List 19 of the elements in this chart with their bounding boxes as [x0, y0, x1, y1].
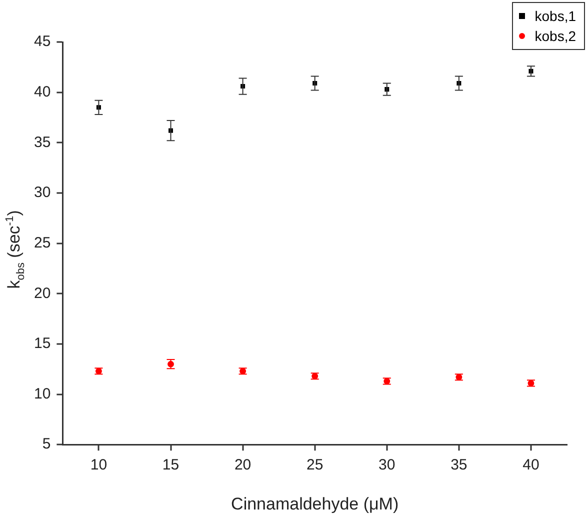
x-tick-label: 30 [378, 456, 396, 474]
y-tick-label: 25 [34, 234, 51, 252]
x-tick-label: 25 [306, 456, 324, 474]
y-tick-label: 15 [34, 335, 51, 352]
y-tick-label: 35 [34, 134, 51, 151]
x-tick-label: 10 [90, 456, 108, 474]
y-tick-label: 40 [34, 83, 51, 100]
y-tick-label: 30 [34, 184, 51, 202]
y-tick-label: 5 [42, 436, 51, 453]
x-tick-label: 15 [162, 456, 180, 474]
legend-label: kobs,2 [534, 27, 576, 46]
x-axis-title: Cinnamaldehyde (μM) [231, 494, 399, 514]
x-tick-label: 35 [450, 456, 468, 474]
y-tick-label: 10 [34, 385, 51, 402]
x-tick-label: 20 [234, 456, 252, 474]
y-tick-label: 45 [34, 33, 51, 50]
y-tick-label: 20 [34, 284, 51, 302]
x-tick-label: 40 [522, 456, 540, 474]
legend-label: kobs,1 [534, 7, 576, 26]
